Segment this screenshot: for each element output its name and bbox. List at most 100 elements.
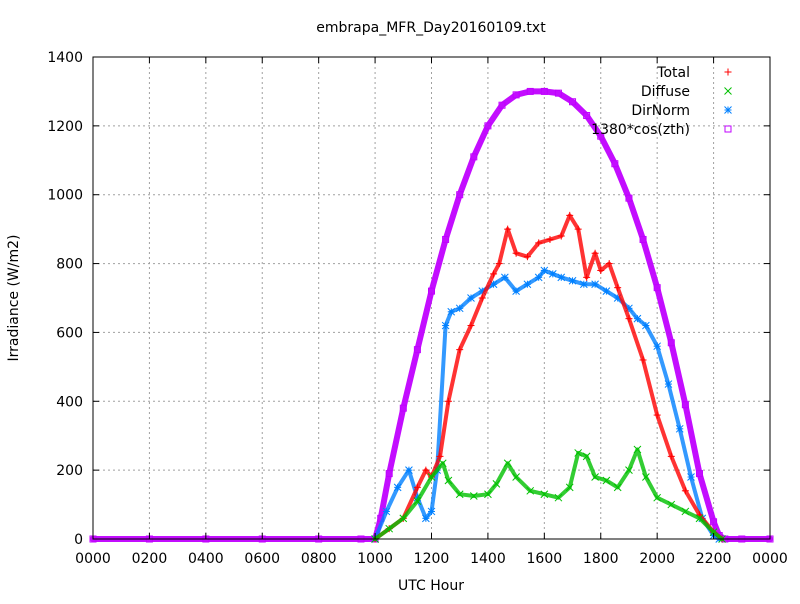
x-tick-label: 0600 xyxy=(244,551,280,567)
y-tick-label: 200 xyxy=(56,463,83,479)
y-tick-label: 1000 xyxy=(47,188,83,204)
y-tick-label: 0 xyxy=(74,532,83,548)
legend-label: Total xyxy=(656,65,690,81)
data-point-plus xyxy=(467,322,475,330)
data-point-plus xyxy=(444,397,452,405)
data-point-cross xyxy=(582,452,591,461)
data-point-cross xyxy=(444,476,453,485)
data-point-square xyxy=(442,235,450,243)
data-point-plus xyxy=(574,225,582,233)
legend-marker-plus xyxy=(724,68,732,76)
data-point-star xyxy=(653,342,662,351)
data-point-star xyxy=(500,273,509,282)
data-point-star xyxy=(642,321,650,330)
data-point-star xyxy=(427,507,436,516)
x-tick-label: 0400 xyxy=(188,551,224,567)
data-point-star xyxy=(633,314,642,323)
y-axis-label: Irradiance (W/m2) xyxy=(6,235,22,362)
series-layer xyxy=(89,87,774,543)
x-tick-label: 0000 xyxy=(75,551,111,567)
data-point-square xyxy=(569,98,577,106)
data-point-cross xyxy=(625,466,633,474)
x-tick-label: 1400 xyxy=(470,551,506,567)
data-point-star xyxy=(455,304,464,313)
y-tick-label: 1200 xyxy=(47,119,83,135)
data-point-square xyxy=(512,91,520,99)
data-point-plus xyxy=(512,249,520,257)
data-point-cross xyxy=(399,514,408,523)
data-point-star xyxy=(523,280,532,289)
data-point-plus xyxy=(413,483,421,491)
data-point-cross xyxy=(602,476,611,485)
x-tick-label: 1800 xyxy=(583,551,619,567)
data-point-plus xyxy=(436,452,444,460)
legend: Total Diffuse DirNorm 1380*cos(zth) xyxy=(591,65,732,138)
data-point-cross xyxy=(695,514,704,523)
y-tick-label: 800 xyxy=(56,257,83,273)
data-point-star xyxy=(540,266,549,275)
data-point-star xyxy=(534,273,543,282)
data-point-cross xyxy=(681,507,690,516)
data-point-square xyxy=(399,404,407,412)
data-point-star xyxy=(557,273,566,282)
data-point-square xyxy=(484,122,492,130)
data-point-star xyxy=(548,270,557,278)
data-point-cross xyxy=(540,490,549,499)
data-point-square xyxy=(695,470,703,478)
legend-label: 1380*cos(zth) xyxy=(591,122,690,138)
data-point-plus xyxy=(605,260,613,268)
data-point-star xyxy=(405,466,413,474)
data-point-plus xyxy=(566,211,574,219)
data-point-cross xyxy=(455,490,464,499)
data-point-square xyxy=(667,339,675,347)
data-point-cross xyxy=(591,473,599,481)
data-point-star xyxy=(393,483,402,492)
data-point-square xyxy=(526,87,534,95)
x-tick-label: 0000 xyxy=(752,551,788,567)
data-point-star xyxy=(568,276,577,285)
data-point-cross xyxy=(526,486,535,495)
legend-marker-cross xyxy=(724,87,732,95)
ticks: 0000 0200 0400 0600 0 800 1000 1200 1400 1600 1800… xyxy=(47,50,787,567)
data-point-plus xyxy=(625,315,633,323)
data-point-cross xyxy=(653,493,662,502)
data-point-cross xyxy=(438,459,447,468)
x-tick-label: 1000 xyxy=(357,551,393,567)
data-point-plus xyxy=(639,356,647,364)
legend-marker-square xyxy=(724,125,732,133)
chart-title: embrapa_MFR_Day20160109.txt xyxy=(316,20,546,36)
x-tick-label: 0200 xyxy=(132,551,168,567)
data-point-square xyxy=(625,194,633,202)
data-point-plus xyxy=(546,235,554,243)
data-point-cross xyxy=(469,492,478,500)
data-point-plus xyxy=(597,266,605,274)
data-point-square xyxy=(681,401,689,409)
data-point-square xyxy=(540,87,548,95)
data-point-star xyxy=(602,287,611,295)
data-point-plus xyxy=(422,466,430,474)
data-point-plus xyxy=(456,346,464,354)
x-axis-label: UTC Hour xyxy=(398,578,464,594)
series-trace-cross xyxy=(373,447,724,541)
data-point-cross xyxy=(385,524,394,533)
data-point-star xyxy=(447,307,456,316)
data-point-star xyxy=(382,507,391,516)
data-point-plus xyxy=(478,294,486,302)
data-point-star xyxy=(579,280,588,289)
data-point-cross xyxy=(503,459,512,468)
data-point-square xyxy=(470,153,478,161)
data-point-star xyxy=(664,380,673,388)
data-point-square xyxy=(639,235,647,243)
y-tick-label: 1400 xyxy=(47,50,83,66)
data-point-star xyxy=(512,287,520,295)
data-point-square xyxy=(413,346,421,354)
data-point-star xyxy=(591,280,599,289)
data-point-cross xyxy=(565,483,574,492)
data-point-cross xyxy=(554,493,563,502)
series-trace-plus xyxy=(373,213,724,541)
x-tick-label: 1200 xyxy=(414,551,450,567)
y-tick-label: 400 xyxy=(56,394,83,410)
x-tick-label: 1600 xyxy=(527,551,563,567)
data-point-square xyxy=(456,191,464,199)
